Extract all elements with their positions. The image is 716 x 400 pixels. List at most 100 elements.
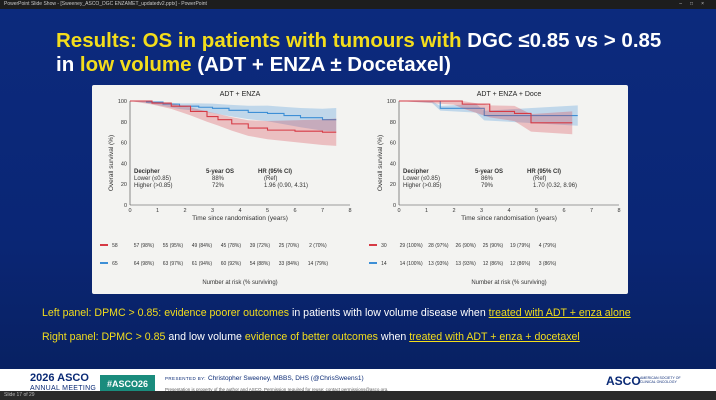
y-tick-label: 0 (124, 203, 127, 209)
x-tick-label: 3 (211, 208, 214, 214)
slide: Results: OS in patients with tumours wit… (0, 9, 716, 400)
window-controls[interactable]: –□× (679, 1, 712, 7)
risk_blue-value: 13 (93%) (456, 261, 477, 267)
table-header: 5-year OS (206, 169, 234, 175)
presenter-label: PRESENTED BY: (165, 376, 206, 381)
row-label: Higher (>0.85) (134, 183, 173, 189)
note-text: in patients with low volume disease when (291, 307, 489, 319)
x-tick-label: 5 (266, 208, 269, 214)
risk_red-value: 19 (79%) (510, 243, 531, 249)
y-tick-label: 80 (121, 120, 127, 126)
title-segment: DGC ≤0.85 vs > 0.85 in (56, 29, 662, 76)
x-tick-label: 0 (397, 208, 400, 214)
table-header: Decipher (403, 169, 429, 175)
hashtag-badge: #ASCO26 (100, 375, 155, 393)
presenter-line: PRESENTED BY: Christopher Sweeney, MBBS, … (165, 375, 364, 382)
x-tick-label: 6 (562, 208, 565, 214)
table-header: Decipher (134, 169, 160, 175)
x-tick-label: 7 (590, 208, 593, 214)
y-tick-label: 80 (390, 120, 396, 126)
risk_red-value: 30 (381, 243, 387, 249)
y-axis-label: Overall survival (%) (108, 135, 115, 191)
presenter-name: Christopher Sweeney, MBBS, DHS (@ChrisSw… (207, 375, 364, 382)
risk_red-value: 49 (84%) (192, 243, 213, 249)
table-header: HR (95% CI) (258, 169, 292, 175)
row-os: 86% (481, 176, 494, 182)
x-tick-label: 2 (452, 208, 455, 214)
window-titlebar: PowerPoint Slide Show - [Sweeney_ASCO_DG… (0, 0, 716, 9)
x-tick-label: 1 (425, 208, 428, 214)
risk_blue-value: 65 (112, 261, 118, 267)
row-os: 79% (481, 183, 494, 189)
risk_blue-value: 14 (381, 261, 387, 267)
asco-wordmark: ASCO (606, 374, 641, 388)
x-tick-label: 4 (507, 208, 510, 214)
notes: Left panel: DPMC > 0.85: evidence poorer… (42, 301, 702, 349)
risk_blue-value: 60 (92%) (221, 261, 242, 267)
row-os: 72% (212, 183, 225, 189)
y-tick-label: 40 (121, 161, 127, 167)
risk_blue-value: 61 (94%) (192, 261, 213, 267)
risk_red-value: 25 (90%) (483, 243, 504, 249)
risk_red-value: 25 (70%) (279, 243, 300, 249)
row-label: Lower (≤0.85) (403, 176, 440, 182)
red-survival-curve (399, 100, 573, 124)
risk_blue-value: 14 (79%) (308, 261, 329, 267)
note-text: treated with ADT + enza + docetaxel (409, 331, 580, 343)
title-segment: low volume (79, 53, 192, 76)
risk_blue-value: 12 (86%) (510, 261, 531, 267)
blue-ci-band (399, 101, 578, 126)
row-os: 88% (212, 176, 225, 182)
panel-title: ADT + ENZA + Doce (477, 91, 542, 98)
risk_blue-value: 54 (88%) (250, 261, 271, 267)
x-tick-label: 6 (293, 208, 296, 214)
y-tick-label: 20 (121, 182, 127, 188)
row-label: Lower (≤0.85) (134, 176, 171, 182)
table-header: 5-year OS (475, 169, 503, 175)
x-tick-label: 1 (156, 208, 159, 214)
note-left-panel: Left panel: DPMC > 0.85: evidence poorer… (42, 301, 702, 325)
risk_red-value: 57 (98%) (134, 243, 155, 249)
row-hr: (Ref) (533, 176, 546, 182)
km-figure-panel: ADT + ENZA 0 20 40 60 80 100 0 1 2 3 4 5 6 7 8 Time sinc… (92, 85, 628, 294)
red-survival-curve (130, 100, 337, 133)
table-header: HR (95% CI) (527, 169, 561, 175)
x-tick-label: 4 (238, 208, 241, 214)
title-segment: (ADT + ENZA ± Docetaxel) (191, 53, 451, 76)
asco-society: AMERICAN SOCIETY OF CLINICAL ONCOLOGY (640, 376, 681, 384)
x-tick-label: 8 (617, 208, 620, 214)
x-axis-label: Time since randomisation (years) (192, 215, 288, 222)
x-tick-label: 7 (321, 208, 324, 214)
slide-counter: Slide 17 of 29 (4, 392, 35, 398)
logo-year: 2026 ASCO (30, 372, 89, 384)
risk_red-value: 39 (72%) (250, 243, 271, 249)
y-tick-label: 0 (393, 203, 396, 209)
y-tick-label: 100 (387, 99, 396, 105)
row-hr: 1.96 (0.90, 4.31) (264, 183, 308, 189)
note-text: and low volume (168, 331, 245, 343)
risk_red-value: 58 (112, 243, 118, 249)
risk_blue-value: 3 (86%) (539, 261, 557, 267)
row-hr: 1.70 (0.32, 8.96) (533, 183, 577, 189)
risk_red-value: 4 (79%) (539, 243, 557, 249)
note-text: when (380, 331, 410, 343)
risk_red-value: 29 (100%) (400, 243, 423, 249)
y-tick-label: 20 (390, 182, 396, 188)
red-ci-band (399, 101, 573, 135)
blue-survival-curve (130, 100, 337, 121)
risk-caption: Number at risk (% surviving) (471, 280, 546, 286)
blue-ci-band (130, 101, 337, 132)
risk_red-value: 55 (95%) (163, 243, 184, 249)
slide-title: Results: OS in patients with tumours wit… (56, 29, 676, 77)
risk_red-value: 28 (97%) (428, 243, 449, 249)
x-tick-label: 0 (128, 208, 131, 214)
risk-caption: Number at risk (% surviving) (202, 280, 277, 286)
y-tick-label: 40 (390, 161, 396, 167)
note-text: Left panel: DPMC > 0.85: evidence poorer… (42, 307, 292, 319)
risk_red-value: 45 (78%) (221, 243, 242, 249)
logo-sub: ANNUAL MEETING (30, 385, 97, 392)
risk_red-value: 2 (70%) (309, 243, 327, 249)
x-tick-label: 8 (348, 208, 351, 214)
risk_blue-value: 13 (93%) (428, 261, 449, 267)
